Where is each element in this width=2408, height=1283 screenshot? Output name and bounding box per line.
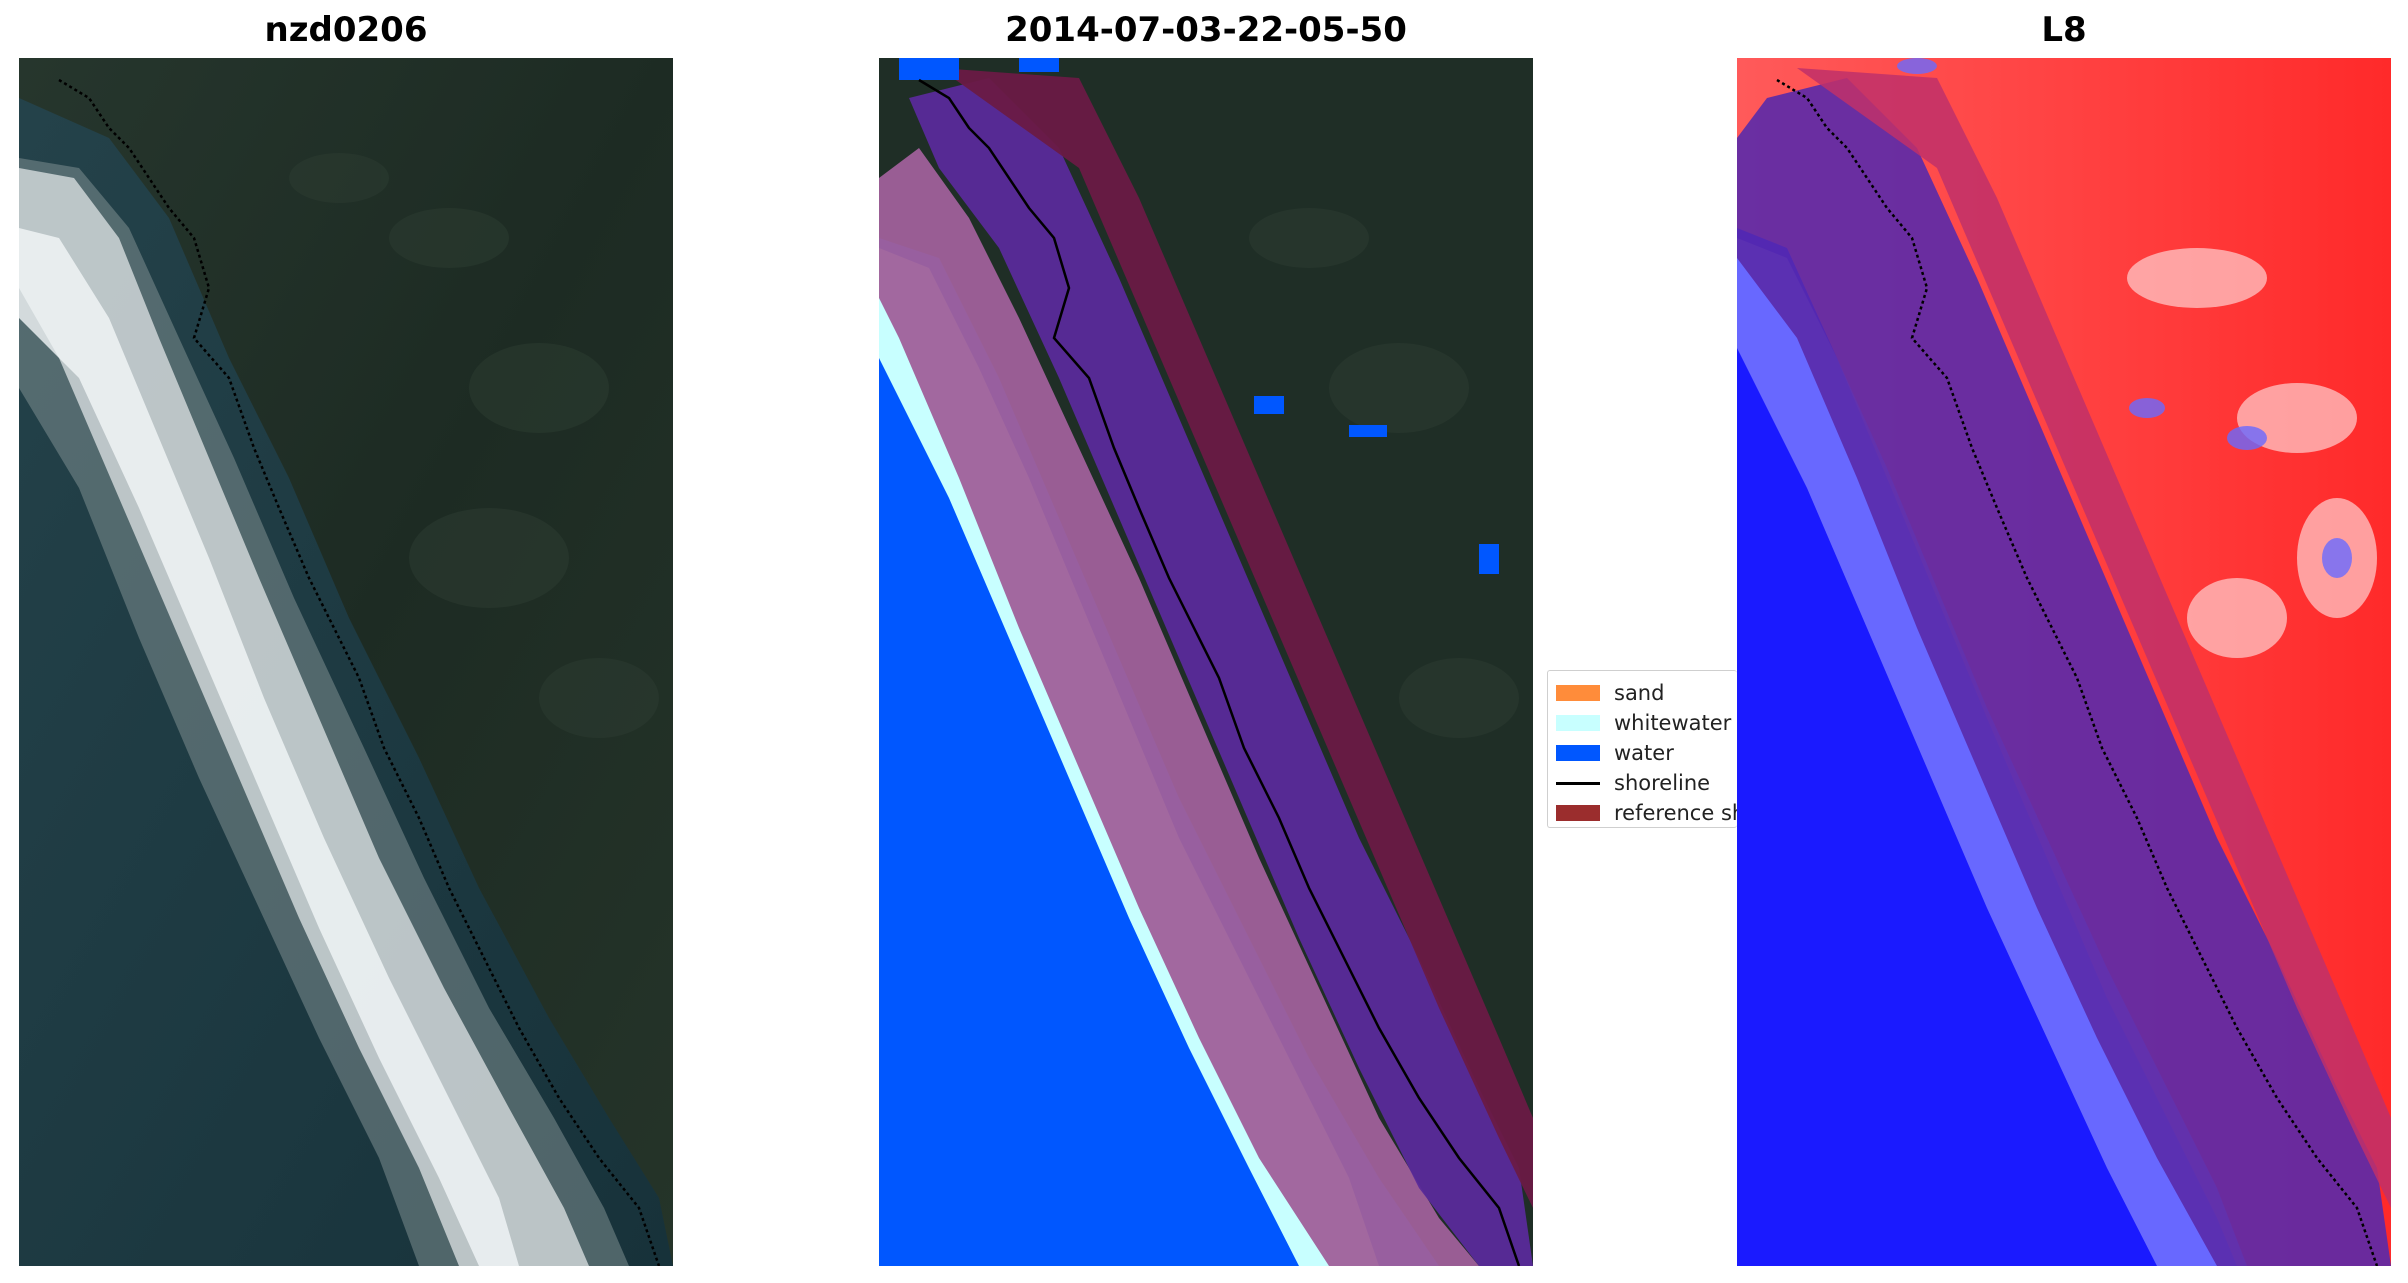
reference-shoreline-swatch (1556, 805, 1600, 821)
legend-label: shoreline (1614, 771, 1711, 795)
water-swatch (1556, 745, 1600, 761)
classified-image-panel (879, 58, 1533, 1266)
legend-label: sand (1614, 681, 1665, 705)
classified-panel-title: 2014-07-03-22-05-50 (1005, 10, 1407, 50)
legend-label: reference sh (1614, 801, 1737, 825)
rgb-image-panel (19, 58, 673, 1266)
legend-label: whitewater (1614, 711, 1732, 735)
whitewater-swatch (1556, 715, 1600, 731)
sand-swatch (1556, 685, 1600, 701)
legend-label: water (1614, 741, 1674, 765)
index-panel-title: L8 (2041, 10, 2087, 50)
image-panel-title: nzd0206 (264, 10, 428, 50)
legend: sand whitewater water shoreline referenc… (1547, 670, 1737, 828)
index-image-panel (1737, 58, 2391, 1266)
shoreline-swatch (1556, 782, 1600, 785)
